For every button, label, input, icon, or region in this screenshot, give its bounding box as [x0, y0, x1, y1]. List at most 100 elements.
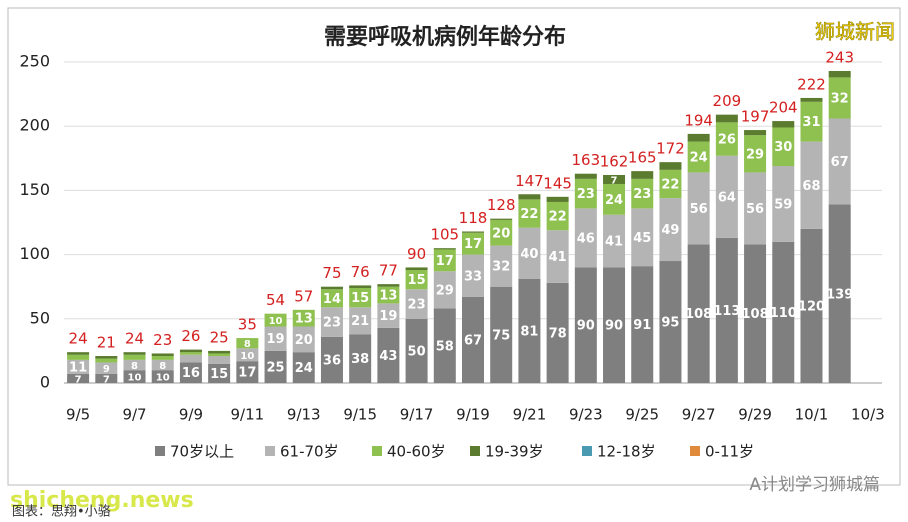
data-label: 90 [577, 319, 595, 334]
total-label: 105 [430, 226, 459, 244]
x-tick-label: 9/17 [400, 406, 434, 424]
data-label: 32 [492, 260, 510, 275]
data-label: 24 [605, 193, 623, 208]
data-label: 20 [492, 226, 510, 241]
data-label: 43 [379, 349, 397, 364]
bar-segment [95, 374, 118, 383]
bar-segment [179, 352, 202, 355]
bar-segment [95, 358, 118, 363]
total-label: 147 [515, 172, 544, 190]
bar-segment [236, 338, 259, 349]
x-tick-label: 9/23 [569, 406, 603, 424]
x-tick-label: 9/27 [682, 406, 716, 424]
legend-label: 70岁以上 [170, 443, 234, 461]
watermark: A计划学习狮城篇 [749, 475, 880, 495]
bar-segment [151, 370, 174, 383]
bar-segment [659, 198, 682, 262]
bar-segment [490, 218, 513, 220]
bar-segment [433, 248, 456, 250]
data-label: 29 [746, 147, 764, 162]
bar-segment [462, 231, 484, 233]
bar-segment [405, 318, 428, 383]
bar-segment [405, 267, 428, 271]
data-label: 32 [831, 91, 849, 106]
credit: 图表：思翔•小骆 [12, 504, 111, 520]
bar-segment [208, 363, 231, 383]
bar-segment [292, 309, 315, 327]
bar-segment [518, 199, 541, 228]
data-label: 10 [240, 351, 254, 362]
legend-swatch [155, 446, 165, 456]
bar-segment [800, 101, 823, 142]
total-label: 197 [741, 108, 770, 126]
bar-segment [715, 155, 738, 238]
bar-segment [631, 178, 654, 209]
y-tick-label: 0 [40, 373, 50, 392]
data-label: 59 [774, 197, 792, 212]
bar-segment [631, 266, 654, 383]
x-tick-label: 9/29 [738, 406, 772, 424]
total-label: 23 [153, 331, 172, 349]
total-label: 162 [600, 152, 629, 170]
total-label: 57 [294, 287, 313, 305]
data-label: 13 [379, 289, 397, 304]
bar-segment [687, 141, 710, 173]
data-label: 19 [379, 309, 397, 324]
x-tick-label: 9/9 [179, 406, 203, 424]
bar-segment [67, 359, 90, 375]
total-label: 21 [97, 334, 116, 352]
bar-segment [292, 352, 315, 383]
data-label: 23 [633, 187, 651, 202]
bar-segment [659, 169, 682, 199]
data-label: 16 [182, 366, 200, 381]
data-label: 38 [351, 352, 369, 367]
data-label: 10 [128, 373, 142, 384]
data-label: 113 [713, 304, 740, 319]
data-label: 20 [295, 333, 313, 348]
x-tick-label: 9/7 [122, 406, 146, 424]
data-label: 8 [159, 361, 166, 372]
bar-segment [772, 241, 795, 383]
data-label: 120 [798, 299, 825, 314]
watermark: 狮城新闻 [815, 20, 895, 44]
total-label: 172 [656, 140, 685, 158]
data-label: 50 [408, 344, 426, 359]
bar-segment [687, 133, 710, 142]
bar-segment [433, 249, 456, 272]
bar-segment [574, 267, 597, 383]
total-label: 145 [543, 174, 572, 192]
chart-title: 需要呼吸机病例年龄分布 [324, 24, 566, 50]
bar-segment [490, 219, 513, 246]
data-label: 68 [802, 179, 820, 194]
data-label: 19 [267, 332, 285, 347]
bar-segment [659, 261, 682, 383]
data-label: 22 [549, 210, 567, 225]
bar-segment [377, 327, 400, 383]
legend-label: 19-39岁 [485, 443, 544, 461]
data-label: 41 [605, 235, 623, 250]
x-tick-label: 9/11 [231, 406, 265, 424]
data-label: 24 [295, 361, 313, 376]
bar-segment [292, 326, 315, 353]
total-label: 54 [266, 291, 285, 309]
data-label: 31 [802, 115, 820, 130]
bar-segment [574, 173, 597, 179]
total-label: 35 [238, 316, 257, 334]
bar-segment [603, 174, 626, 184]
data-label: 46 [577, 231, 595, 246]
bar-segment [546, 201, 569, 231]
bar-segment [320, 336, 343, 383]
total-label: 243 [825, 48, 854, 66]
bar-segment [518, 278, 541, 383]
total-label: 163 [572, 151, 601, 169]
bar-segment [151, 356, 174, 360]
data-label: 24 [690, 151, 708, 166]
total-label: 24 [69, 330, 88, 348]
data-label: 22 [520, 207, 538, 222]
data-label: 10 [156, 373, 170, 384]
total-label: 26 [181, 327, 200, 345]
bar-segment [320, 286, 343, 290]
y-tick-label: 150 [19, 180, 50, 199]
bar-segment [208, 356, 231, 364]
total-label: 128 [487, 196, 516, 214]
